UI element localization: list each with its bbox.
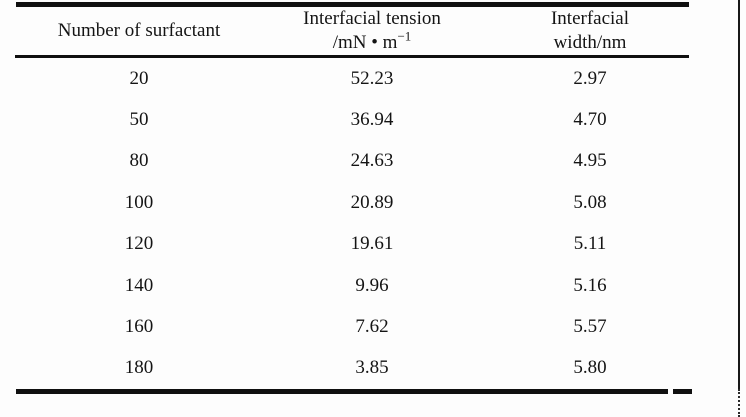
cell-tension: 7.62 [355,315,389,337]
cell-surfactant: 180 [124,357,154,379]
cell-tension: 9.96 [355,274,389,296]
page-edge-line [738,0,740,389]
column-header-tension: Interfacial tension /mN • m−1 [262,7,482,55]
column-header-width-line2: width/nm [553,32,627,53]
cell-width: 4.95 [573,150,607,172]
cell-surfactant: 50 [129,109,149,131]
top-rule [16,2,689,7]
column-header-surfactant: Number of surfactant [16,7,262,55]
page-edge-line-dotted [738,389,740,417]
cell-surfactant: 20 [129,67,149,89]
cell-surfactant: 120 [124,233,154,255]
table-header-row: Number of surfactant Interfacial tension… [0,7,746,55]
cell-width: 5.11 [573,233,607,255]
cell-surfactant: 80 [129,150,149,172]
bottom-rule [16,389,668,394]
table-row: 50 36.94 4.70 [0,99,746,140]
cell-tension: 19.61 [350,233,394,255]
table-row: 100 20.89 5.08 [0,182,746,223]
cell-tension: 24.63 [350,150,394,172]
table-row: 140 9.96 5.16 [0,265,746,306]
cell-tension: 36.94 [350,109,394,131]
column-header-width: Interfacial width/nm [482,7,698,55]
table-row: 20 52.23 2.97 [0,58,746,99]
column-header-surfactant-label: Number of surfactant [57,20,221,41]
table-row: 80 24.63 4.95 [0,141,746,182]
cell-width: 5.80 [573,357,607,379]
cell-surfactant: 160 [124,315,154,337]
cell-surfactant: 100 [124,191,154,213]
tension-unit-exponent: −1 [397,28,412,44]
cell-tension: 3.85 [355,357,389,379]
cell-tension: 20.89 [350,191,394,213]
table-body: 20 52.23 2.97 50 36.94 4.70 80 24.63 4.9… [0,58,746,389]
bottom-rule-dash [673,389,692,394]
column-header-tension-line2: /mN • m−1 [332,28,412,53]
cell-tension: 52.23 [350,67,394,89]
cell-width: 2.97 [573,67,607,89]
column-header-tension-line1: Interfacial tension [303,8,441,29]
cell-surfactant: 140 [124,274,154,296]
column-header-width-line1: Interfacial [550,8,630,29]
header-separator-rule [15,55,689,58]
table-row: 160 7.62 5.57 [0,306,746,347]
cell-width: 4.70 [573,109,607,131]
table-row: 120 19.61 5.11 [0,224,746,265]
cell-width: 5.16 [573,274,607,296]
cell-width: 5.57 [573,315,607,337]
table-row: 180 3.85 5.80 [0,348,746,389]
cell-width: 5.08 [573,191,607,213]
